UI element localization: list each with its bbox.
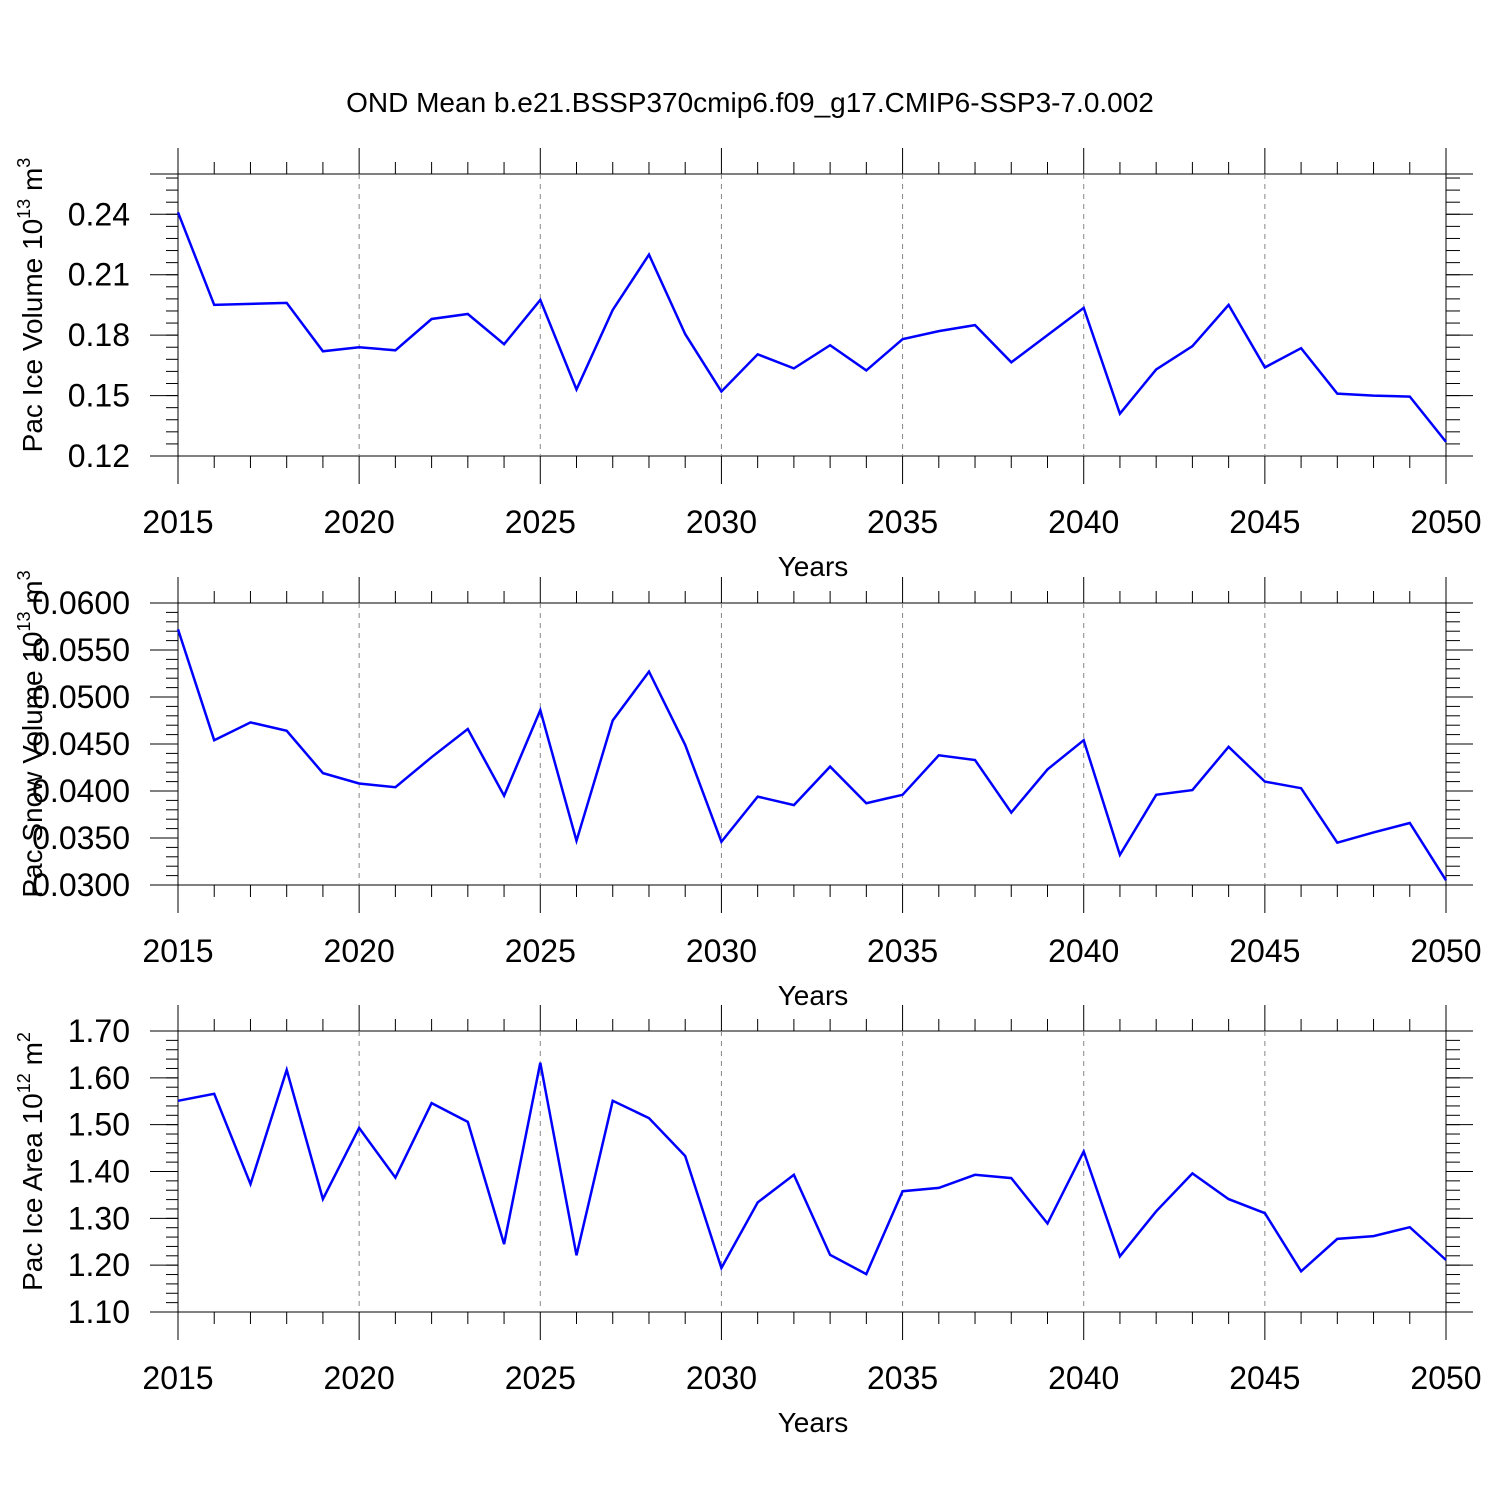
- y-tick-label: 0.0300: [32, 867, 130, 903]
- x-tick-label: 2040: [1048, 1360, 1119, 1396]
- x-tick-label: 2025: [505, 1360, 576, 1396]
- x-tick-label: 2020: [324, 933, 395, 969]
- data-series-line: [176, 628, 1448, 881]
- y-axis-label: Pac Ice Volume 1013 m3: [14, 158, 48, 453]
- x-tick-label: 2035: [867, 933, 938, 969]
- y-tick-label: 1.40: [68, 1154, 130, 1190]
- x-tick-label: 2035: [867, 504, 938, 540]
- x-tick-label: 2015: [142, 933, 213, 969]
- x-tick-label: 2020: [324, 1360, 395, 1396]
- x-tick-label: 2050: [1410, 933, 1481, 969]
- data-series-line: [176, 211, 1447, 443]
- x-tick-label: 2050: [1410, 1360, 1481, 1396]
- y-tick-label: 1.20: [68, 1247, 130, 1283]
- chart-panel-2: 2015 2020 2025 2030 2035 2040 2045 2050 0.0300 0.…: [14, 570, 1482, 1011]
- x-tick-label: 2025: [505, 504, 576, 540]
- x-axis-label: Years: [778, 1407, 849, 1438]
- x-tick-label: 2045: [1229, 504, 1300, 540]
- y-tick-label: 1.60: [68, 1060, 130, 1096]
- y-axis-label: Pac Snow Volume 1013 m3: [14, 570, 48, 897]
- y-tick-label: 0.24: [68, 196, 130, 232]
- x-tick-label: 2015: [142, 504, 213, 540]
- x-tick-label: 2030: [686, 1360, 757, 1396]
- x-tick-label: 2050: [1410, 504, 1481, 540]
- y-tick-label: 0.12: [68, 438, 130, 474]
- y-tick-label: 0.0600: [32, 585, 130, 621]
- x-axis-label: Years: [778, 551, 849, 582]
- x-tick-label: 2040: [1048, 504, 1119, 540]
- y-axis-label: Pac Ice Area 1012 m2: [14, 1032, 48, 1291]
- x-tick-label: 2035: [867, 1360, 938, 1396]
- x-tick-label: 2030: [686, 504, 757, 540]
- y-tick-label: 1.30: [68, 1200, 130, 1236]
- y-tick-label: 0.0450: [32, 726, 130, 762]
- y-tick-label: 0.18: [68, 317, 130, 353]
- chart-panels: 2015 2020 2025 2030 2035 2040 2045 2050 0.12 0.15…: [14, 148, 1482, 1438]
- y-tick-label: 1.10: [68, 1294, 130, 1330]
- x-tick-label: 2025: [505, 933, 576, 969]
- y-tick-label: 0.21: [68, 257, 130, 293]
- y-tick-label: 1.50: [68, 1107, 130, 1143]
- figure-title: OND Mean b.e21.BSSP370cmip6.f09_g17.CMIP…: [346, 87, 1154, 118]
- x-tick-label: 2030: [686, 933, 757, 969]
- y-tick-label: 0.0550: [32, 632, 130, 668]
- x-tick-label: 2045: [1229, 933, 1300, 969]
- y-tick-label: 1.70: [68, 1013, 130, 1049]
- y-tick-label: 0.0500: [32, 679, 130, 715]
- x-tick-label: 2020: [324, 504, 395, 540]
- y-tick-label: 0.15: [68, 378, 130, 414]
- x-tick-label: 2045: [1229, 1360, 1300, 1396]
- x-axis-label: Years: [778, 980, 849, 1011]
- data-series-line: [177, 1062, 1447, 1276]
- y-tick-label: 0.0400: [32, 773, 130, 809]
- x-tick-label: 2040: [1048, 933, 1119, 969]
- chart-panel-3: 2015 2020 2025 2030 2035 2040 2045 2050 1.10 1.20…: [14, 1005, 1482, 1438]
- y-tick-label: 0.0350: [32, 820, 130, 856]
- x-tick-label: 2015: [142, 1360, 213, 1396]
- chart-panel-1: 2015 2020 2025 2030 2035 2040 2045 2050 0.12 0.15…: [14, 148, 1482, 582]
